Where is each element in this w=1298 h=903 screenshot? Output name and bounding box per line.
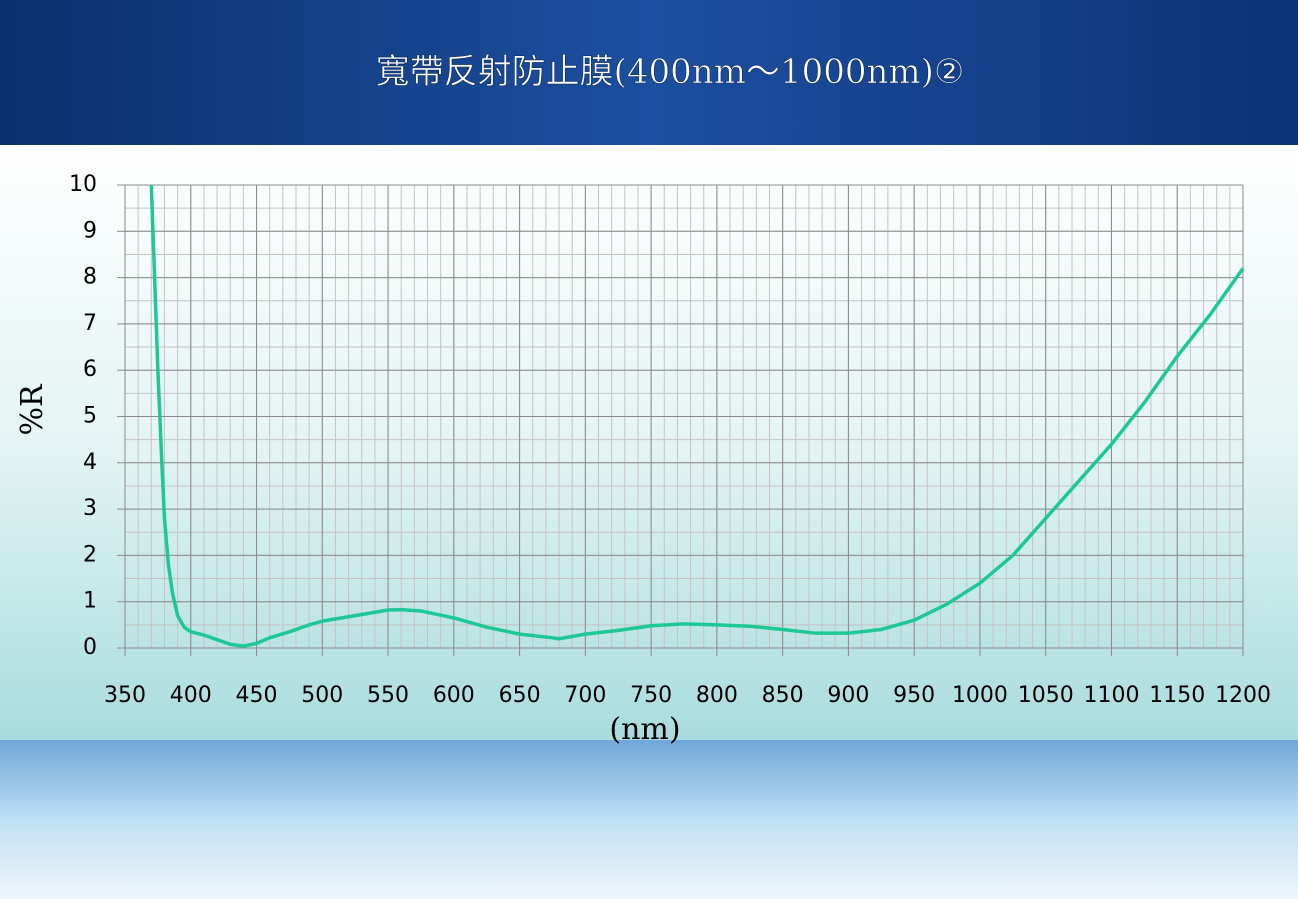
y-tick-label: 5 <box>83 404 97 429</box>
y-tick-label: 3 <box>83 496 97 521</box>
x-tick-label: 900 <box>827 683 869 708</box>
y-tick-label: 4 <box>83 450 97 475</box>
x-tick-label: 400 <box>170 683 212 708</box>
x-tick-label: 650 <box>499 683 541 708</box>
x-tick-label: 350 <box>104 683 146 708</box>
x-tick-label: 1200 <box>1215 683 1271 708</box>
y-axis-label: %R <box>15 383 50 436</box>
x-tick-label: 600 <box>433 683 475 708</box>
x-tick-label: 1150 <box>1149 683 1205 708</box>
y-tick-label: 2 <box>83 542 97 567</box>
plot-area: 0 1 2 3 4 5 6 7 8 9 10 350 400 450 500 550 600 650 700 750 8… <box>69 172 1271 708</box>
data-line <box>149 184 1245 648</box>
x-tick-label: 450 <box>236 683 278 708</box>
chart-panel <box>0 145 1298 740</box>
banner <box>0 0 1298 145</box>
footer-background <box>0 740 1298 899</box>
x-tick-label: 800 <box>696 683 738 708</box>
x-tick-label: 1050 <box>1018 683 1074 708</box>
y-tick-label: 6 <box>83 357 97 382</box>
y-tick-label: 7 <box>83 311 97 336</box>
chart-title: 寬帶反射防止膜(400nm～1000nm)② <box>376 52 965 92</box>
x-tick-label: 850 <box>762 683 804 708</box>
y-tick-label: 0 <box>83 635 97 660</box>
x-tick-label: 750 <box>630 683 672 708</box>
x-tick-label: 1000 <box>952 683 1008 708</box>
x-tick-label: 700 <box>564 683 606 708</box>
x-tick-label: 950 <box>893 683 935 708</box>
x-tick-label: 1100 <box>1083 683 1139 708</box>
x-tick-label: 500 <box>301 683 343 708</box>
x-axis-label: (nm) <box>609 712 680 747</box>
y-tick-label: 1 <box>83 589 97 614</box>
y-tick-label: 8 <box>83 265 97 290</box>
x-tick-label: 550 <box>367 683 409 708</box>
y-tick-label: 9 <box>83 218 97 243</box>
y-tick-label: 10 <box>69 172 97 197</box>
